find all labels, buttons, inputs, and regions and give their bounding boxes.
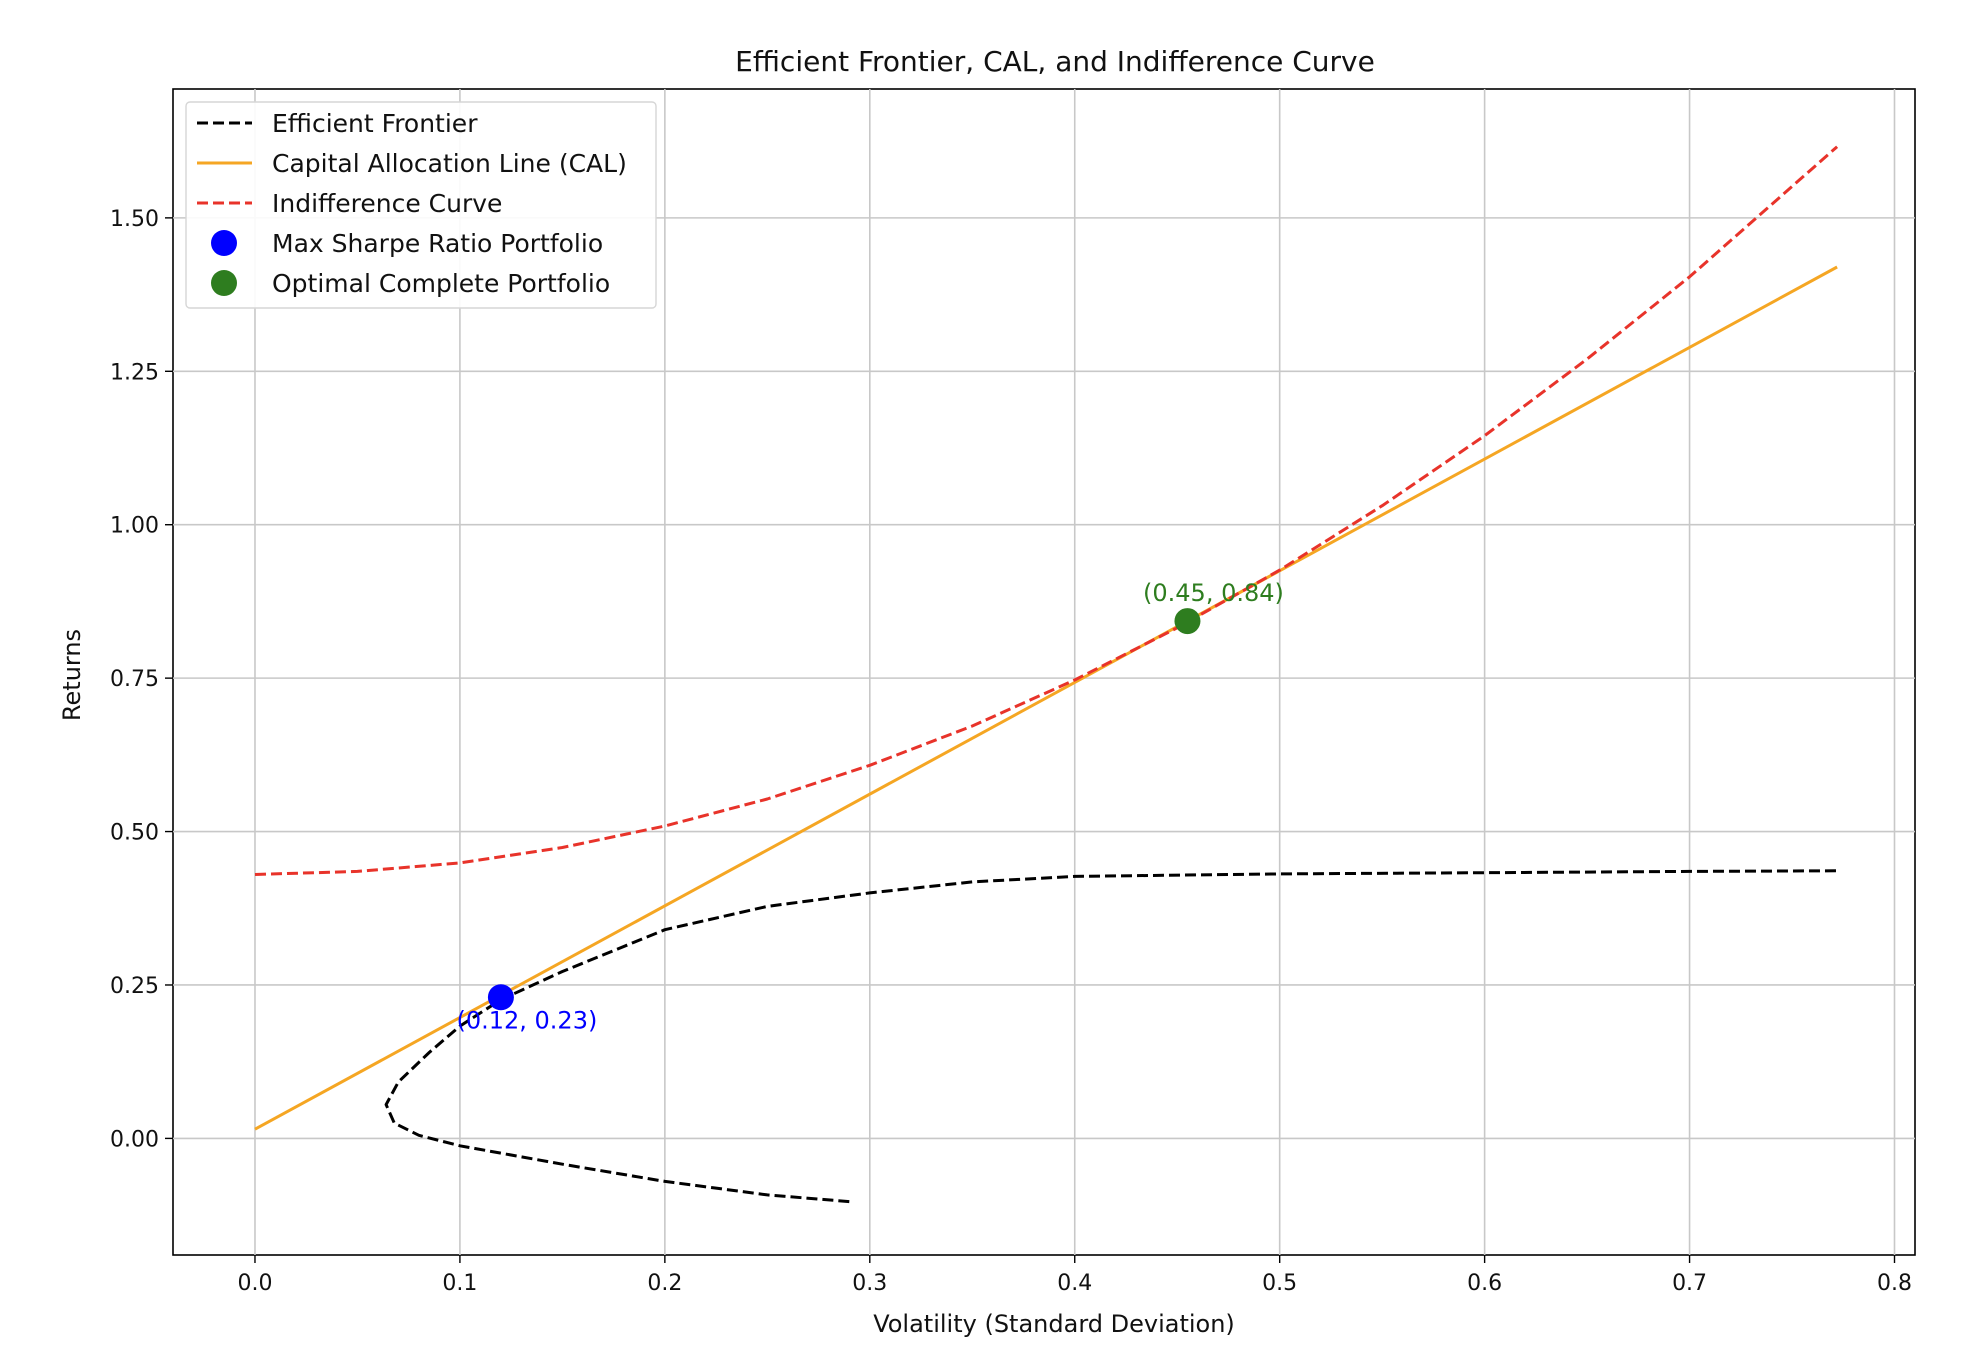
legend-box [185,101,657,309]
point-optimal-complete-portfolio [1174,608,1201,635]
legend-swatch-max-sharpe-ratio-portfolio [211,230,237,256]
y-tick-label: 1.00 [110,514,159,539]
y-tick-label: 0.50 [110,821,159,846]
series-layer [254,145,1839,1204]
point-label-max-sharpe-ratio-portfolio: (0.12, 0.23) [456,1006,597,1034]
legend: Efficient Frontier Capital Allocation Lin… [185,101,657,309]
x-tick-label: 0.4 [1057,1271,1092,1296]
x-tick-label: 0.6 [1467,1271,1502,1296]
points-layer: (0.12, 0.23) (0.45, 0.84) [456,579,1283,1034]
plot-area-frame [172,88,1916,1256]
x-tick-label: 0.3 [852,1271,887,1296]
y-tick-label: 1.50 [110,207,159,232]
legend-label-capital-allocation-line-cal: Capital Allocation Line (CAL) [272,149,627,178]
x-tick-label: 0.5 [1262,1271,1297,1296]
series-efficient-frontier [384,869,1838,1204]
series-indifference-curve [254,145,1839,876]
y-tick-label: 0.25 [110,974,159,999]
y-tick-label: 1.25 [110,360,159,385]
y-tick-label: 0.00 [110,1127,159,1152]
series-capital-allocation-line-cal [254,265,1838,1131]
point-label-optimal-complete-portfolio: (0.45, 0.84) [1143,579,1284,607]
legend-label-efficient-frontier: Efficient Frontier [272,109,478,138]
y-axis-label: Returns [58,629,86,721]
y-tick-label: 0.75 [110,667,159,692]
legend-label-max-sharpe-ratio-portfolio: Max Sharpe Ratio Portfolio [272,229,603,258]
x-axis-ticks: 0.0 0.1 0.2 0.3 0.4 0.5 0.6 0.7 0.8 [237,1255,1912,1296]
point-max-sharpe-ratio-portfolio [487,984,514,1011]
legend-label-optimal-complete-portfolio: Optimal Complete Portfolio [272,269,610,298]
x-tick-label: 0.8 [1877,1271,1912,1296]
x-tick-label: 0.7 [1672,1271,1707,1296]
x-axis-label: Volatility (Standard Deviation) [873,1310,1235,1338]
legend-swatch-optimal-complete-portfolio [211,270,237,296]
x-tick-label: 0.2 [647,1271,682,1296]
legend-label-indifference-curve: Indifference Curve [272,189,502,218]
x-tick-label: 0.0 [237,1271,272,1296]
chart-title: Efficient Frontier, CAL, and Indifferenc… [735,45,1375,78]
x-tick-label: 0.1 [442,1271,477,1296]
y-axis-ticks: 0.00 0.25 0.50 0.75 1.00 1.25 1.50 [110,207,173,1152]
